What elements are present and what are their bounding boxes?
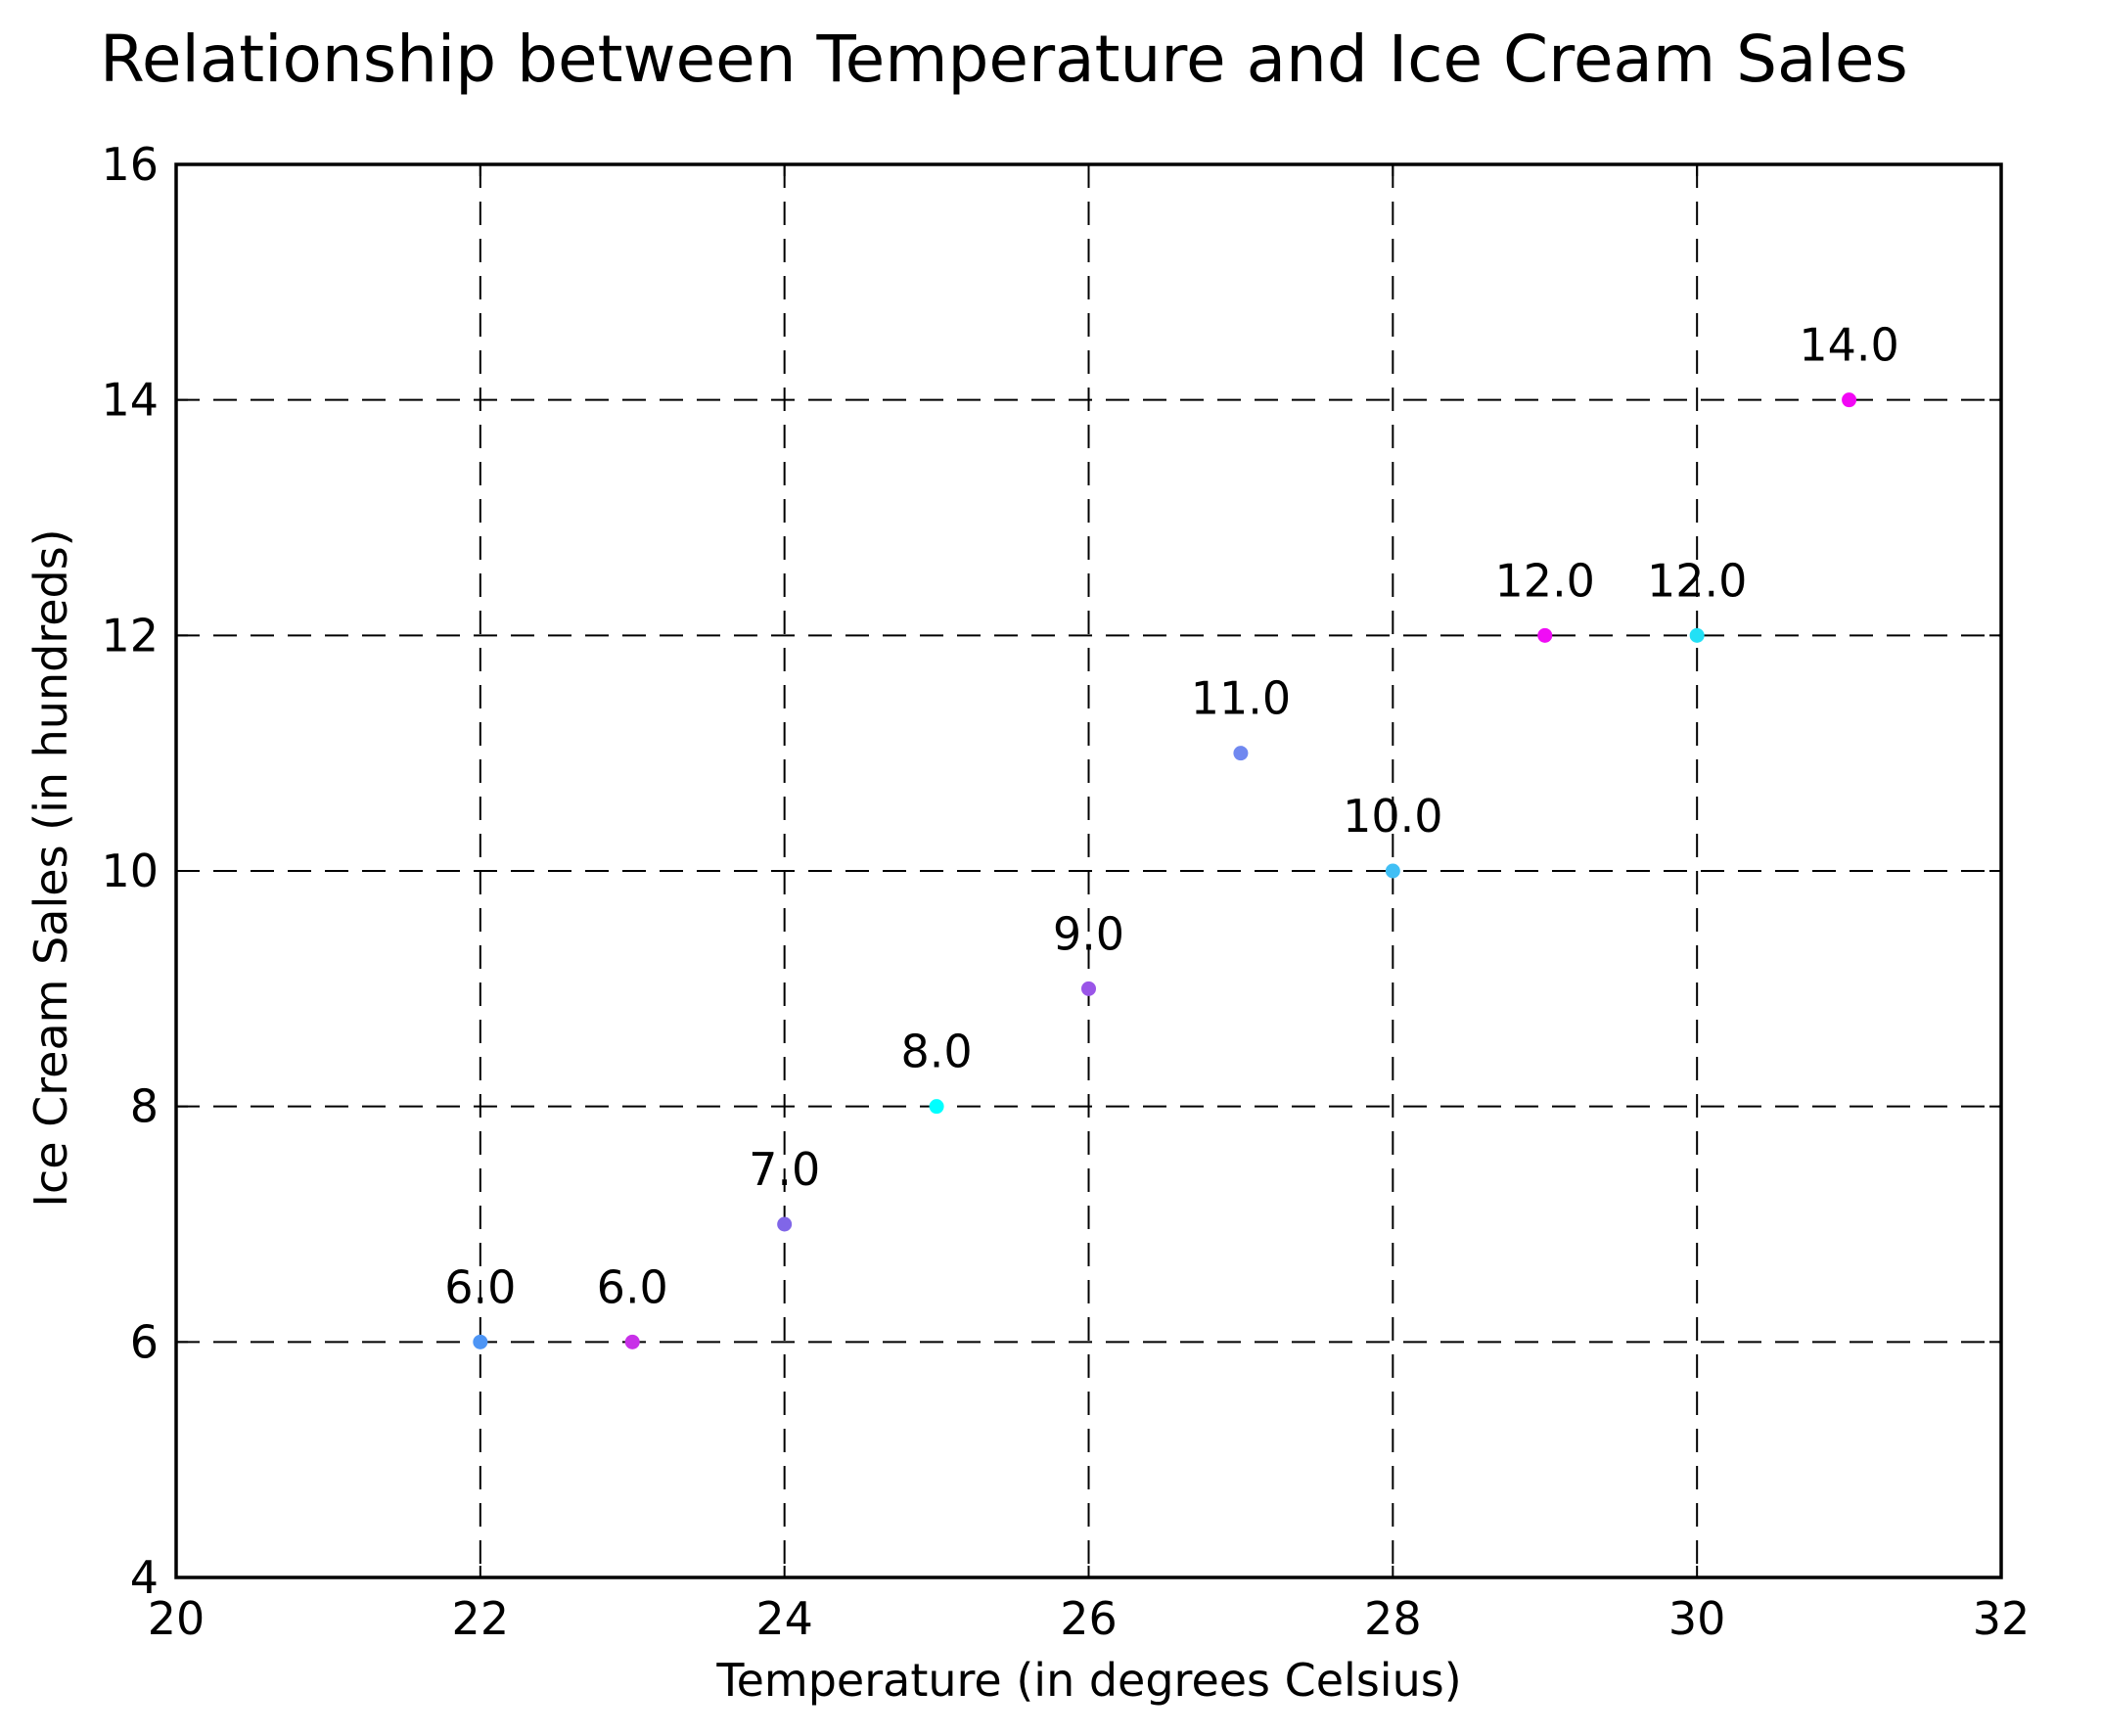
plot-frame (174, 162, 2003, 1579)
x-tick-label: 20 (148, 1592, 206, 1645)
data-label: 9.0 (1053, 907, 1124, 960)
scatter-point (929, 1099, 944, 1115)
y-tick-label: 16 (101, 138, 159, 191)
scatter-point (1385, 863, 1400, 879)
data-label: 12.0 (1495, 554, 1595, 607)
scatter-point (777, 1216, 793, 1232)
y-tick-label: 12 (101, 609, 159, 662)
tick-labels: 20 22 24 26 28 30 32 4 6 8 10 12 14 16 (101, 138, 2030, 1645)
data-label: 12.0 (1647, 554, 1747, 607)
data-label: 10.0 (1343, 790, 1442, 843)
x-tick-label: 24 (755, 1592, 813, 1645)
y-axis-label: Ice Cream Sales (in hundreds) (24, 528, 77, 1207)
scatter-point (1233, 746, 1249, 761)
x-tick-label: 22 (452, 1592, 510, 1645)
scatter-point (1842, 392, 1857, 408)
y-tick-label: 8 (130, 1080, 159, 1133)
data-label: 7.0 (749, 1143, 820, 1196)
x-axis-label: Temperature (in degrees Celsius) (715, 1654, 1461, 1707)
y-tick-label: 10 (101, 845, 159, 897)
data-label: 6.0 (597, 1260, 668, 1313)
x-tick-label: 32 (1973, 1592, 2031, 1645)
data-label: 11.0 (1191, 672, 1291, 725)
data-points (473, 392, 1857, 1349)
x-tick-label: 30 (1668, 1592, 1726, 1645)
data-label: 8.0 (901, 1026, 973, 1078)
chart-title: Relationship between Temperature and Ice… (100, 22, 1908, 97)
scatter-point (473, 1334, 488, 1349)
data-labels: 6.0 6.0 7.0 8.0 9.0 11.0 10.0 12.0 12.0 14.0 (444, 319, 1899, 1314)
scatter-point (1689, 627, 1705, 643)
x-tick-label: 26 (1060, 1592, 1118, 1645)
y-tick-label: 14 (101, 374, 159, 427)
scatter-point (624, 1334, 640, 1349)
y-tick-label: 4 (130, 1551, 159, 1604)
axis-ticks (175, 163, 2002, 1578)
data-label: 6.0 (444, 1260, 516, 1313)
scatter-point (1537, 627, 1553, 643)
x-tick-label: 28 (1364, 1592, 1422, 1645)
grid-lines (176, 164, 2001, 1577)
y-tick-label: 6 (130, 1315, 159, 1368)
scatter-point (1081, 981, 1096, 996)
data-label: 14.0 (1799, 319, 1898, 372)
